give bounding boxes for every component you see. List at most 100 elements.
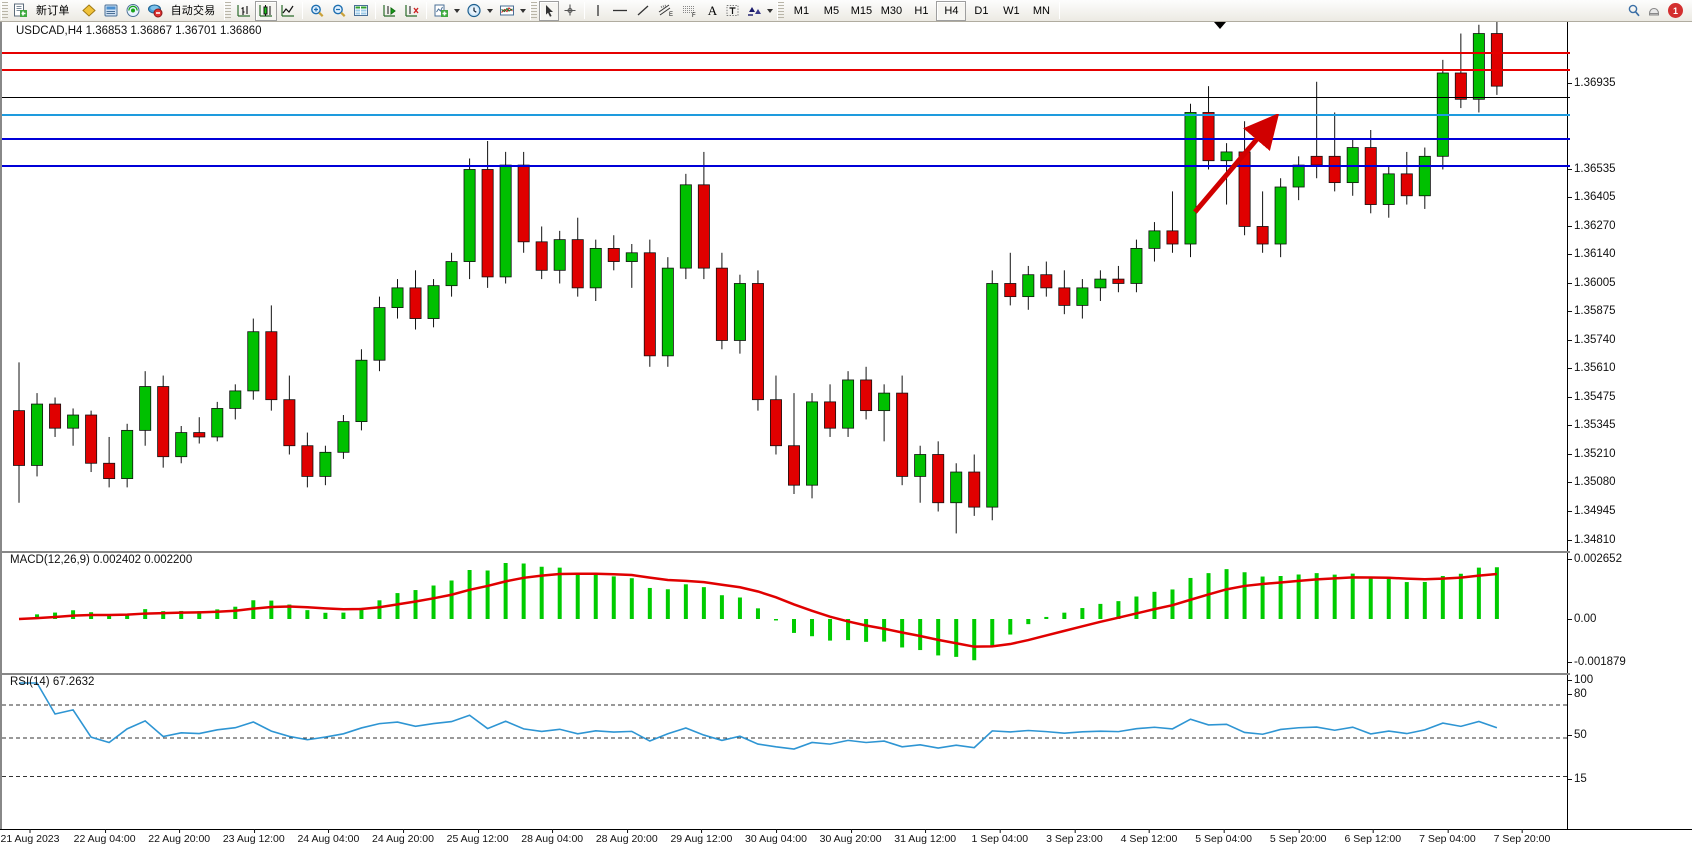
chevron-down-icon[interactable] — [767, 8, 774, 13]
bar-chart-button[interactable] — [233, 1, 255, 21]
time-tick: 21 Aug 2023 — [0, 829, 60, 845]
text-label-tool-button[interactable] — [722, 1, 743, 21]
search-button[interactable] — [1623, 1, 1645, 21]
price-level-line[interactable] — [2, 69, 1570, 71]
toolbar-separator-5 — [1059, 2, 1061, 19]
auto-scroll-button[interactable] — [379, 1, 401, 21]
timeframe-w1-button[interactable]: W1 — [996, 1, 1026, 21]
chart-shift-button[interactable] — [401, 1, 423, 21]
axis-tick: 100 — [1567, 674, 1594, 686]
time-tick: 25 Aug 12:00 — [446, 829, 509, 845]
terminal-icon — [103, 3, 119, 18]
axis-tick: 0.00 — [1567, 613, 1597, 625]
timeframe-d1-button[interactable]: D1 — [966, 1, 996, 21]
time-tick: 29 Aug 12:00 — [670, 829, 733, 845]
new-order-label: 新订单 — [36, 4, 70, 17]
time-tick: 3 Sep 23:00 — [1046, 829, 1103, 845]
text-tool-label: A — [707, 2, 718, 18]
cursor-arrow-icon — [542, 3, 556, 18]
price-level-line[interactable] — [2, 114, 1570, 116]
rsi-pane[interactable]: RSI(14) 67.2632 — [2, 675, 1570, 829]
macd-series — [18, 563, 1499, 661]
svg-text:F: F — [692, 13, 696, 18]
price-level-line[interactable] — [2, 165, 1570, 167]
timeframe-label: M30 — [880, 4, 903, 17]
price-tick: 1.35475 — [1568, 391, 1616, 403]
fibonacci-tool-button[interactable]: F — [678, 1, 702, 21]
notifications-button[interactable]: 1 — [1645, 1, 1686, 21]
price-level-line[interactable] — [2, 52, 1570, 54]
timeframe-h4-button[interactable]: H4 — [936, 0, 967, 21]
chart-area[interactable]: USDCAD,H4 1.36853 1.36867 1.36701 1.3686… — [0, 22, 1692, 851]
time-axis[interactable]: 21 Aug 2023 22 Aug 04:00 22 Aug 20:00 23 Au… — [0, 829, 1692, 851]
time-tick: 30 Aug 04:00 — [745, 829, 807, 845]
zoom-out-button[interactable] — [328, 1, 350, 21]
text-tool-button[interactable]: A — [702, 1, 722, 21]
price-level-line[interactable] — [2, 97, 1570, 98]
price-tick: 1.36140 — [1568, 248, 1616, 260]
data-window-button[interactable] — [350, 1, 372, 21]
notification-badge: 1 — [1668, 3, 1683, 18]
new-order-icon — [13, 3, 28, 18]
mailbox-icon — [1648, 3, 1665, 18]
timeframe-m1-button[interactable]: M1 — [786, 1, 816, 21]
period-button[interactable] — [463, 1, 496, 21]
channel-icon: E — [657, 3, 675, 18]
timeframe-label: MN — [1032, 4, 1050, 17]
templates-button[interactable] — [496, 1, 529, 21]
signal-icon — [125, 3, 141, 18]
price-axis[interactable]: 1.36935 1.36535 1.36405 1.36270 1.36140 1.360… — [1567, 22, 1692, 829]
indicators-icon — [433, 3, 449, 18]
crosshair-tool-button[interactable] — [559, 1, 581, 21]
timeframe-label: M15 — [850, 4, 873, 17]
vertical-line-icon — [591, 3, 605, 18]
toolbar-grip-3[interactable] — [530, 1, 538, 20]
macd-pane[interactable]: MACD(12,26,9) 0.002402 0.002200 — [2, 553, 1570, 673]
axis-tick: -0.001879 — [1568, 656, 1626, 668]
symbol-ohlc-label: USDCAD,H4 1.36853 1.36867 1.36701 1.3686… — [16, 25, 262, 37]
rsi-label: RSI(14) 67.2632 — [10, 676, 95, 688]
chevron-down-icon[interactable] — [487, 8, 494, 13]
trendline-tool-button[interactable] — [632, 1, 654, 21]
timeframe-m15-button[interactable]: M15 — [846, 1, 876, 21]
time-tick: 6 Sep 12:00 — [1344, 829, 1402, 845]
toolbar-grip-1[interactable] — [1, 1, 8, 20]
zoom-in-button[interactable] — [306, 1, 328, 21]
axis-tick: 50 — [1568, 729, 1587, 741]
cursor-tool-button[interactable] — [539, 0, 560, 21]
auto-scroll-icon — [382, 3, 398, 18]
arrows-icon — [746, 3, 762, 18]
vertical-line-tool-button[interactable] — [588, 1, 608, 21]
expert-advisors-button[interactable] — [78, 1, 100, 21]
equidistant-channel-tool-button[interactable]: E — [654, 1, 678, 21]
price-tick: 1.35080 — [1568, 476, 1616, 488]
axis-tick: 0.002652 — [1568, 553, 1622, 565]
axis-tick: 15 — [1568, 773, 1587, 785]
timeframe-m5-button[interactable]: M5 — [816, 1, 846, 21]
template-icon — [499, 3, 515, 18]
price-tick: 1.36270 — [1568, 220, 1616, 232]
timeframe-mn-button[interactable]: MN — [1026, 1, 1056, 21]
price-tick: 1.34945 — [1568, 505, 1616, 517]
price-tick: 1.35740 — [1568, 334, 1616, 346]
chevron-down-icon[interactable] — [454, 8, 461, 13]
price-pane[interactable]: USDCAD,H4 1.36853 1.36867 1.36701 1.3686… — [0, 22, 1570, 829]
up-arrow-annotation[interactable] — [1177, 114, 1297, 224]
new-order-button[interactable]: 新订单 — [10, 1, 78, 21]
horizontal-line-tool-button[interactable] — [608, 1, 632, 21]
timeframe-m30-button[interactable]: M30 — [876, 1, 906, 21]
timeframe-h1-button[interactable]: H1 — [906, 1, 936, 21]
price-level-line[interactable] — [2, 138, 1570, 140]
toolbar-grip-2[interactable] — [224, 1, 232, 20]
chevron-down-icon[interactable] — [520, 8, 527, 13]
line-chart-button[interactable] — [277, 1, 299, 21]
axis-tick: 80 — [1568, 688, 1587, 700]
toolbar-separator-1 — [302, 2, 304, 19]
indicators-button[interactable] — [430, 1, 463, 21]
toolbar-grip-4[interactable] — [777, 1, 785, 20]
arrows-tool-button[interactable] — [743, 1, 776, 21]
terminal-button[interactable] — [100, 1, 122, 21]
candlestick-chart-button[interactable] — [255, 0, 278, 21]
market-watch-button[interactable] — [122, 1, 144, 21]
auto-trading-button[interactable]: 自动交易 — [144, 1, 224, 21]
